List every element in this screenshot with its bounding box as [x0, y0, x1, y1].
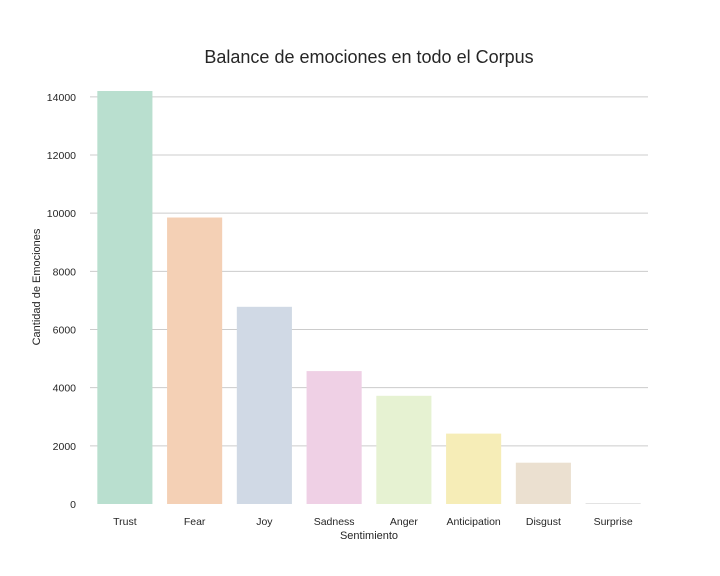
bar-disgust [515, 462, 571, 504]
x-tick-label: Disgust [526, 516, 561, 528]
y-axis-label: Cantidad de Emociones [31, 228, 43, 345]
x-tick-label: Anger [390, 516, 419, 528]
bar-anticipation [446, 433, 502, 504]
x-tick-label: Trust [113, 516, 137, 528]
x-tick-label: Sadness [314, 516, 355, 528]
x-tick-label: Fear [184, 516, 206, 528]
y-tick-label: 2000 [53, 441, 77, 453]
chart-title: Balance de emociones en todo el Corpus [204, 47, 533, 67]
y-tick-label: 6000 [53, 324, 77, 336]
x-axis-ticks: Trust Fear Joy Sadness Anger Anticipation Disg… [113, 516, 633, 528]
bar-joy [236, 306, 292, 504]
y-tick-label: 10000 [47, 208, 76, 220]
y-tick-label: 0 [70, 499, 76, 511]
y-tick-label: 4000 [53, 383, 77, 395]
x-axis-label: Sentimiento [340, 530, 398, 542]
y-axis-ticks: 0 2000 4000 6000 8000 10000 12000 14000 [47, 92, 76, 511]
x-tick-label: Anticipation [446, 516, 500, 528]
x-tick-label: Surprise [594, 516, 633, 528]
x-tick-label: Joy [256, 516, 273, 528]
bar-trust [97, 91, 153, 504]
bars [97, 91, 641, 504]
y-tick-label: 12000 [47, 150, 76, 162]
y-tick-label: 8000 [53, 266, 77, 278]
bar-surprise [585, 503, 641, 504]
y-tick-label: 14000 [47, 92, 76, 104]
bar-sadness [306, 371, 362, 504]
bar-anger [376, 395, 432, 504]
bar-fear [167, 217, 223, 504]
